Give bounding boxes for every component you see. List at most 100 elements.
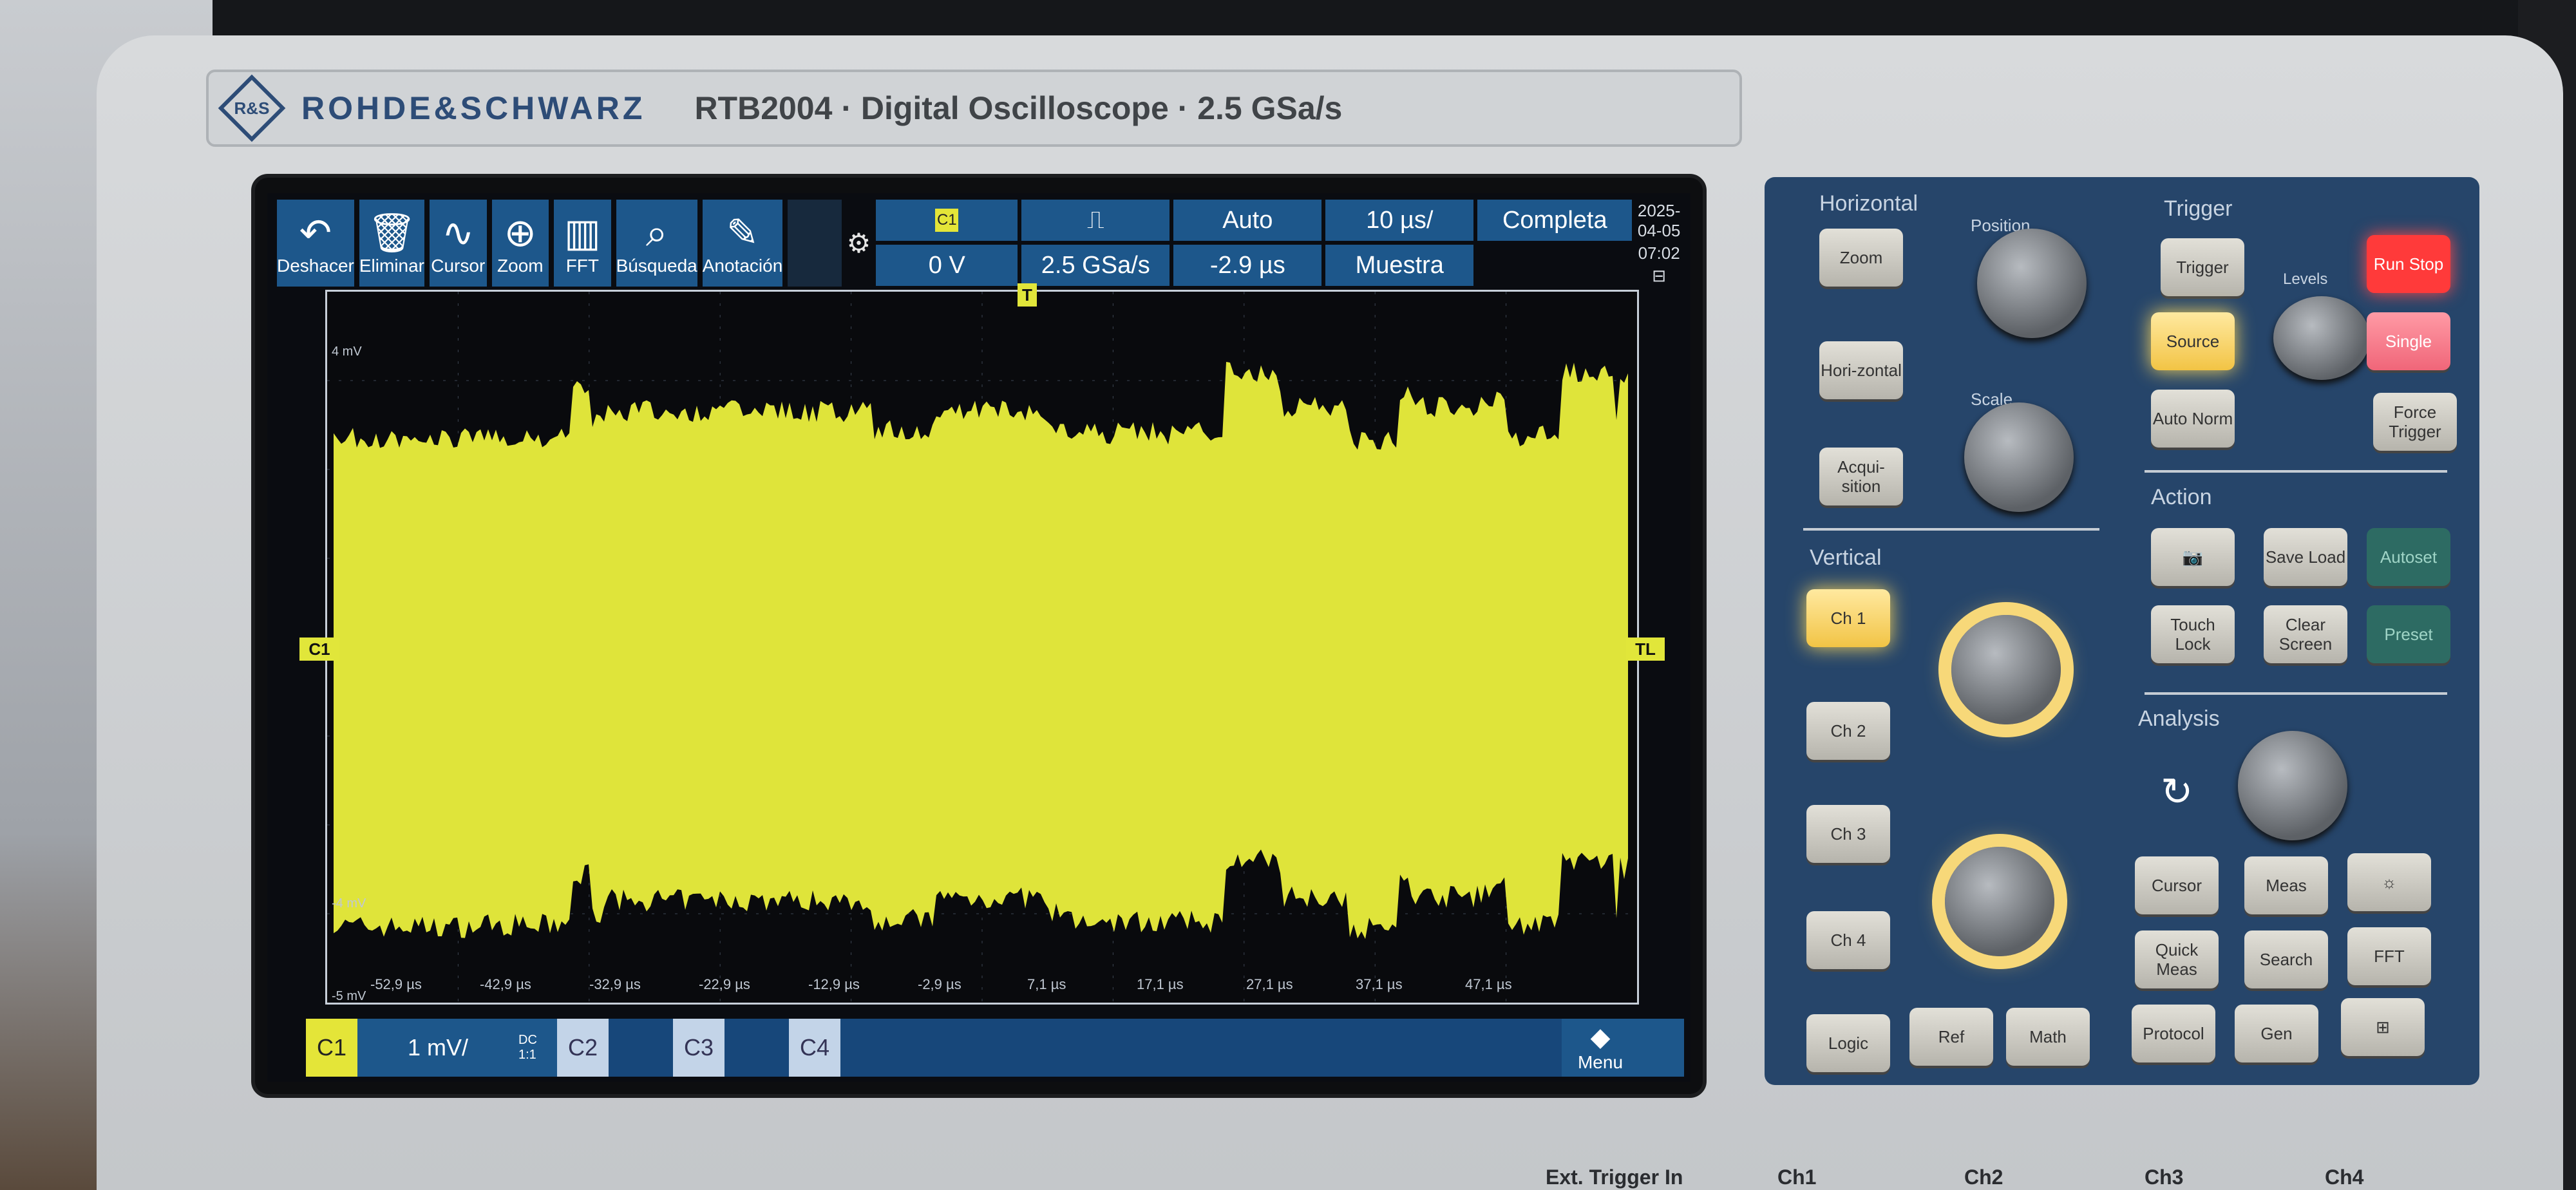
ch1-jack-label: Ch1 bbox=[1777, 1166, 1817, 1189]
search-key[interactable]: Search bbox=[2244, 930, 2328, 988]
quick-meas-key[interactable]: Quick Meas bbox=[2135, 930, 2219, 988]
autoset-key[interactable]: Autoset bbox=[2367, 528, 2450, 586]
meas-key[interactable]: Meas bbox=[2244, 856, 2328, 914]
time-tick-label: -2,9 µs bbox=[918, 976, 961, 992]
ch2-key[interactable]: Ch 2 bbox=[1806, 702, 1890, 760]
ch3-key[interactable]: Ch 3 bbox=[1806, 805, 1890, 863]
search-button[interactable]: ⌕ Búsqueda bbox=[616, 200, 697, 287]
channel-1-tab[interactable]: C1 bbox=[306, 1019, 357, 1077]
trigger-slope-cell[interactable]: ⎍ bbox=[1021, 200, 1170, 241]
trigger-mode-cell[interactable]: Auto bbox=[1173, 200, 1322, 241]
vertical-position-knob[interactable] bbox=[1951, 615, 2061, 724]
horizontal-key[interactable]: Hori-zontal bbox=[1819, 341, 1903, 399]
delete-button[interactable]: 🗑 Eliminar bbox=[359, 200, 424, 287]
single-key[interactable]: Single bbox=[2367, 312, 2450, 370]
model-text: RTB2004 · Digital Oscilloscope · 2.5 GSa… bbox=[694, 90, 1343, 126]
time-tick-label: -32,9 µs bbox=[589, 976, 641, 992]
zoom-key[interactable]: Zoom bbox=[1819, 229, 1903, 287]
time-tick-label: 27,1 µs bbox=[1246, 976, 1293, 992]
cursor-button[interactable]: ∿ Cursor bbox=[429, 200, 487, 287]
channel-3-spacer bbox=[724, 1019, 789, 1077]
search-label: Búsqueda bbox=[616, 255, 697, 276]
min-level-label: -5 mV bbox=[332, 989, 366, 1003]
channel-2-tab[interactable]: C2 bbox=[557, 1019, 609, 1077]
brand-strip: R&S ROHDE&SCHWARZ RTB2004 · Digital Osci… bbox=[206, 70, 1742, 147]
acquisition-cell[interactable]: Completa bbox=[1477, 200, 1633, 241]
camera-key[interactable]: 📷 bbox=[2151, 528, 2235, 586]
gen-key[interactable]: Gen bbox=[2235, 1005, 2318, 1062]
toolbar: ↶ Deshacer 🗑 Eliminar ∿ Cursor ⊕ Zoom ▥ FFT ⌕… bbox=[277, 200, 1681, 287]
menu-button[interactable]: ◆ Menu bbox=[1562, 1019, 1639, 1077]
fft-button[interactable]: ▥ FFT bbox=[554, 200, 611, 287]
horizontal-scale-knob[interactable] bbox=[1964, 402, 2074, 512]
oscilloscope-screen[interactable]: ↶ Deshacer 🗑 Eliminar ∿ Cursor ⊕ Zoom ▥ FFT ⌕… bbox=[267, 193, 1690, 1082]
math-key[interactable]: Math bbox=[2006, 1008, 2090, 1066]
waveform-plot[interactable] bbox=[325, 290, 1639, 1005]
ch4-jack-label: Ch4 bbox=[2325, 1166, 2364, 1189]
apps-key[interactable]: ⊞ bbox=[2341, 998, 2425, 1056]
zoom-button[interactable]: ⊕ Zoom bbox=[491, 200, 549, 287]
cursor-key[interactable]: Cursor bbox=[2135, 856, 2219, 914]
datetime: 2025-04-05 07:02 ⊟ bbox=[1637, 200, 1681, 287]
zoom-label: Zoom bbox=[497, 255, 544, 276]
channel-4-tab[interactable]: C4 bbox=[789, 1019, 840, 1077]
trigger-divider bbox=[2145, 470, 2447, 473]
source-key[interactable]: Source bbox=[2151, 312, 2235, 370]
menu-logo-icon: ◆ bbox=[1590, 1023, 1611, 1052]
run-stop-key[interactable]: Run Stop bbox=[2367, 235, 2450, 293]
preset-key[interactable]: Preset bbox=[2367, 605, 2450, 663]
channel-bar: C1 1 mV/ DC 1:1 C2 C3 C4 ◆ Menu bbox=[306, 1019, 1684, 1077]
acq-mode-cell[interactable]: Muestra bbox=[1325, 245, 1474, 286]
time-tick-label: -12,9 µs bbox=[808, 976, 860, 992]
horizontal-divider bbox=[1803, 528, 2099, 531]
trigger-source-cell[interactable]: C1 bbox=[876, 200, 1018, 241]
settings-gear-icon[interactable]: ⚙ bbox=[846, 228, 871, 258]
acquisition-key[interactable]: Acqui-sition bbox=[1819, 448, 1903, 505]
undo-button[interactable]: ↶ Deshacer bbox=[277, 200, 354, 287]
sample-rate-cell[interactable]: 2.5 GSa/s bbox=[1021, 245, 1170, 286]
analysis-knob[interactable] bbox=[2238, 731, 2347, 840]
vertical-title: Vertical bbox=[1810, 545, 1882, 570]
toolbar-spacer bbox=[788, 200, 842, 287]
trigger-position-marker[interactable]: T bbox=[1018, 283, 1037, 307]
save-load-key[interactable]: Save Load bbox=[2264, 528, 2347, 586]
logic-key[interactable]: Logic bbox=[1806, 1014, 1890, 1072]
trigger-level-marker[interactable]: TL bbox=[1626, 638, 1665, 661]
brand-logo: R&S bbox=[218, 74, 286, 142]
ch1-key[interactable]: Ch 1 bbox=[1806, 589, 1890, 647]
undo-label: Deshacer bbox=[277, 255, 354, 276]
bottom-level-label: -4 mV bbox=[332, 896, 366, 911]
annotation-button[interactable]: ✎ Anotación bbox=[702, 200, 783, 287]
camera-icon: 📷 bbox=[2182, 547, 2204, 567]
trash-icon: 🗑 bbox=[367, 211, 417, 254]
vertical-scale-knob[interactable] bbox=[1945, 847, 2054, 956]
force-trigger-key[interactable]: Force Trigger bbox=[2373, 393, 2457, 451]
cursor-label: Cursor bbox=[431, 255, 486, 276]
touch-lock-key[interactable]: Touch Lock bbox=[2151, 605, 2235, 663]
horizontal-position-knob[interactable] bbox=[1977, 229, 2087, 338]
protocol-key[interactable]: Protocol bbox=[2132, 1005, 2215, 1062]
fft-icon: ▥ bbox=[564, 211, 601, 254]
ch4-key[interactable]: Ch 4 bbox=[1806, 911, 1890, 969]
channel-1-coupling[interactable]: DC 1:1 bbox=[518, 1019, 557, 1077]
time-scale-cell[interactable]: 10 µs/ bbox=[1325, 200, 1474, 241]
trigger-key[interactable]: Trigger bbox=[2161, 238, 2244, 296]
auto-norm-key[interactable]: Auto Norm bbox=[2151, 390, 2235, 448]
brightness-key[interactable]: ☼ bbox=[2347, 853, 2431, 911]
empty-status-cell bbox=[1477, 245, 1632, 286]
channel-3-tab[interactable]: C3 bbox=[673, 1019, 724, 1077]
channel-1-scale[interactable]: 1 mV/ bbox=[407, 1034, 469, 1061]
time-tick-label: -52,9 µs bbox=[370, 976, 422, 992]
fft-key[interactable]: FFT bbox=[2347, 927, 2431, 985]
time-tick-label: 7,1 µs bbox=[1027, 976, 1066, 992]
clear-screen-key[interactable]: Clear Screen bbox=[2264, 605, 2347, 663]
delete-label: Eliminar bbox=[359, 255, 424, 276]
reload-icon[interactable]: ↻ bbox=[2161, 770, 2193, 813]
trigger-level-knob[interactable] bbox=[2273, 296, 2370, 380]
ref-key[interactable]: Ref bbox=[1909, 1008, 1993, 1066]
trigger-level-cell[interactable]: 0 V bbox=[876, 245, 1018, 286]
trigger-source-chip: C1 bbox=[935, 209, 959, 232]
channel-marker[interactable]: C1 bbox=[299, 638, 339, 661]
cursor-wave-icon: ∿ bbox=[442, 211, 475, 254]
horizontal-position-cell[interactable]: -2.9 µs bbox=[1173, 245, 1322, 286]
